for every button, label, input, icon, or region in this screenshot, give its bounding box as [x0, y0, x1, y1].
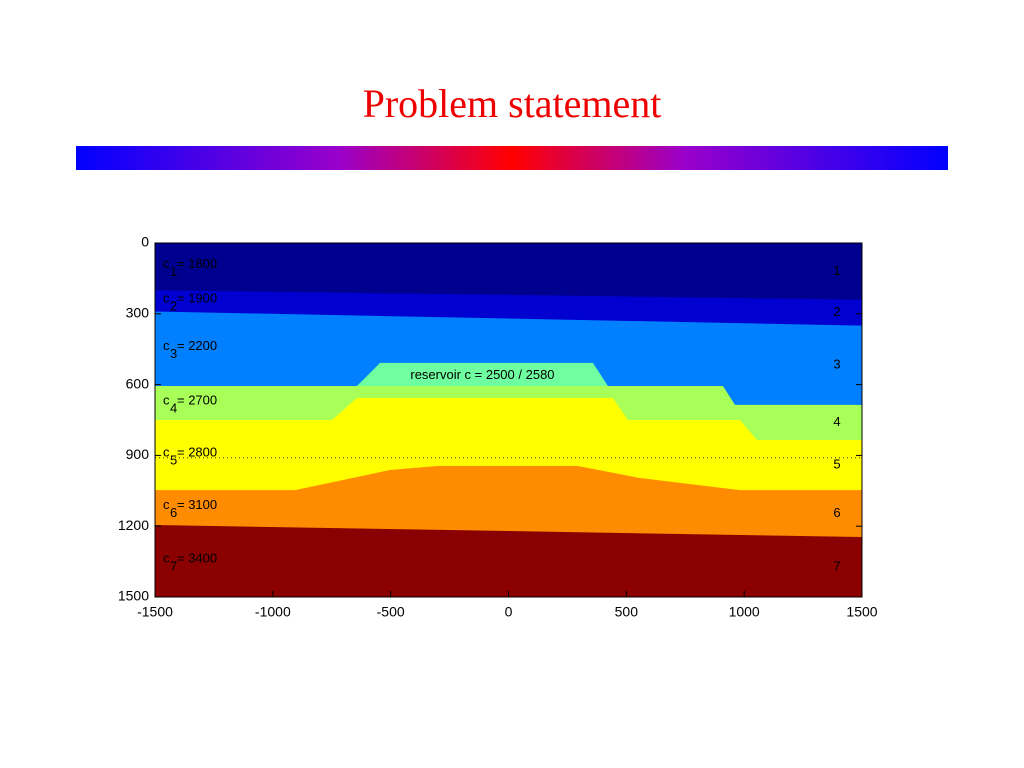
layer-symbol: c	[163, 444, 170, 459]
layer-velocity: = 2200	[177, 338, 217, 353]
layer-symbol: c	[163, 550, 170, 565]
title-bar	[76, 146, 948, 170]
y-tick-label: 1500	[118, 588, 149, 604]
y-tick-label: 1200	[118, 517, 149, 533]
y-tick-label: 300	[126, 305, 150, 321]
layer-symbol: c	[163, 392, 170, 407]
layer-number: 3	[833, 357, 840, 372]
layer-velocity: = 3100	[177, 497, 217, 512]
layer-velocity: = 2800	[177, 444, 217, 459]
layer-velocity: = 2700	[177, 392, 217, 407]
layer-symbol: c	[163, 290, 170, 305]
x-tick-label: 1000	[729, 604, 760, 620]
x-tick-label: -1500	[137, 604, 173, 620]
layer-symbol: c	[163, 256, 170, 271]
layer-subscript: 6	[170, 505, 177, 520]
layer-velocity: = 3400	[177, 550, 217, 565]
layer-velocity: = 1800	[177, 256, 217, 271]
x-tick-label: 0	[505, 604, 513, 620]
layer-velocity: = 1900	[177, 290, 217, 305]
layer-symbol: c	[163, 338, 170, 353]
layer-subscript: 1	[170, 264, 177, 279]
layer-subscript: 2	[170, 298, 177, 313]
x-tick-label: 1500	[846, 604, 877, 620]
layer-number: 1	[833, 263, 840, 278]
reservoir	[356, 362, 608, 387]
x-tick-label: -1000	[255, 604, 291, 620]
slide-title: Problem statement	[363, 81, 662, 126]
reservoir-label: reservoir c = 2500 / 2580	[410, 367, 554, 382]
layer-subscript: 3	[170, 346, 177, 361]
x-tick-label: -500	[377, 604, 405, 620]
layer-subscript: 5	[170, 452, 177, 467]
layer-number: 5	[833, 457, 840, 472]
layer-number: 7	[833, 558, 840, 573]
layer-number: 2	[833, 304, 840, 319]
layer-symbol: c	[163, 497, 170, 512]
layer-number: 6	[833, 505, 840, 520]
layer	[155, 525, 862, 597]
y-tick-label: 600	[126, 375, 150, 391]
y-tick-label: 900	[126, 446, 150, 462]
x-tick-label: 500	[615, 604, 639, 620]
layer-number: 4	[833, 414, 840, 429]
layer-subscript: 4	[170, 400, 177, 415]
y-tick-label: 0	[141, 234, 149, 250]
layer-subscript: 7	[170, 558, 177, 573]
